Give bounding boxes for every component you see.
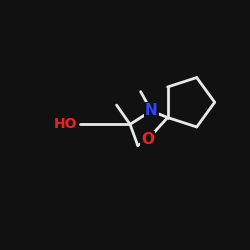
Text: O: O (141, 132, 154, 147)
Text: N: N (145, 103, 158, 118)
Text: HO: HO (54, 117, 77, 131)
